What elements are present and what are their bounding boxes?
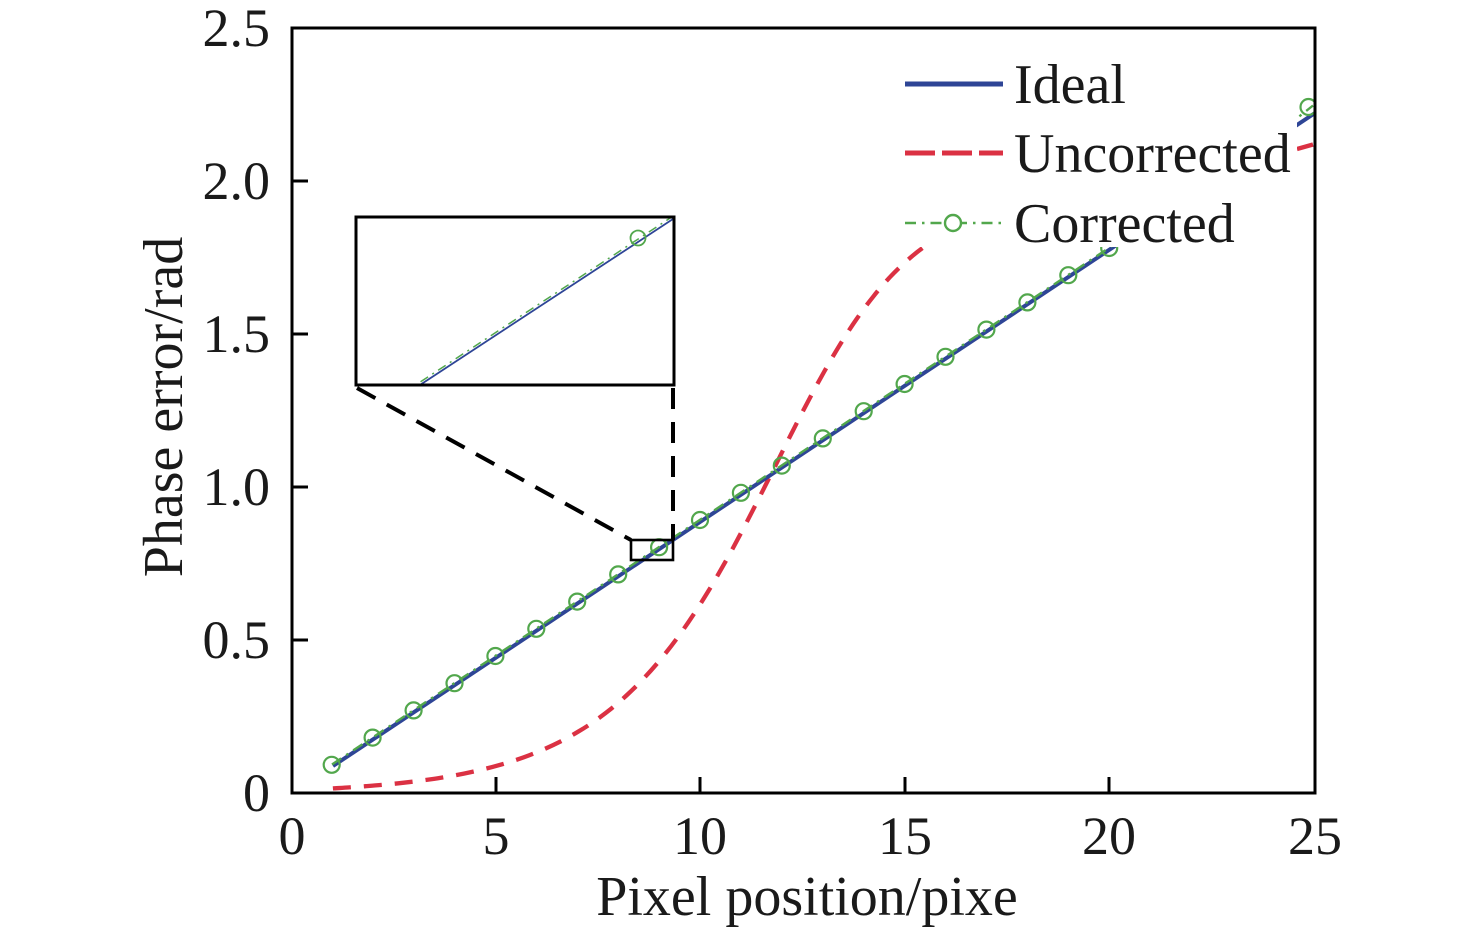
svg-text:5: 5: [483, 806, 510, 866]
svg-text:1.5: 1.5: [203, 304, 271, 364]
svg-text:Corrected: Corrected: [1014, 193, 1235, 255]
svg-text:Uncorrected: Uncorrected: [1014, 123, 1291, 185]
svg-text:10: 10: [673, 806, 727, 866]
svg-text:Pixel position/pixe: Pixel position/pixe: [596, 866, 1018, 928]
svg-text:0: 0: [279, 806, 306, 866]
svg-text:Phase error/rad: Phase error/rad: [133, 237, 195, 578]
svg-text:2.5: 2.5: [203, 0, 271, 58]
svg-text:20: 20: [1082, 806, 1136, 866]
svg-text:0: 0: [243, 763, 270, 823]
svg-text:1.0: 1.0: [203, 457, 271, 517]
svg-text:2.0: 2.0: [203, 151, 271, 211]
svg-text:25: 25: [1288, 806, 1342, 866]
svg-text:Ideal: Ideal: [1014, 54, 1126, 116]
svg-text:0.5: 0.5: [203, 610, 271, 670]
svg-text:15: 15: [878, 806, 932, 866]
